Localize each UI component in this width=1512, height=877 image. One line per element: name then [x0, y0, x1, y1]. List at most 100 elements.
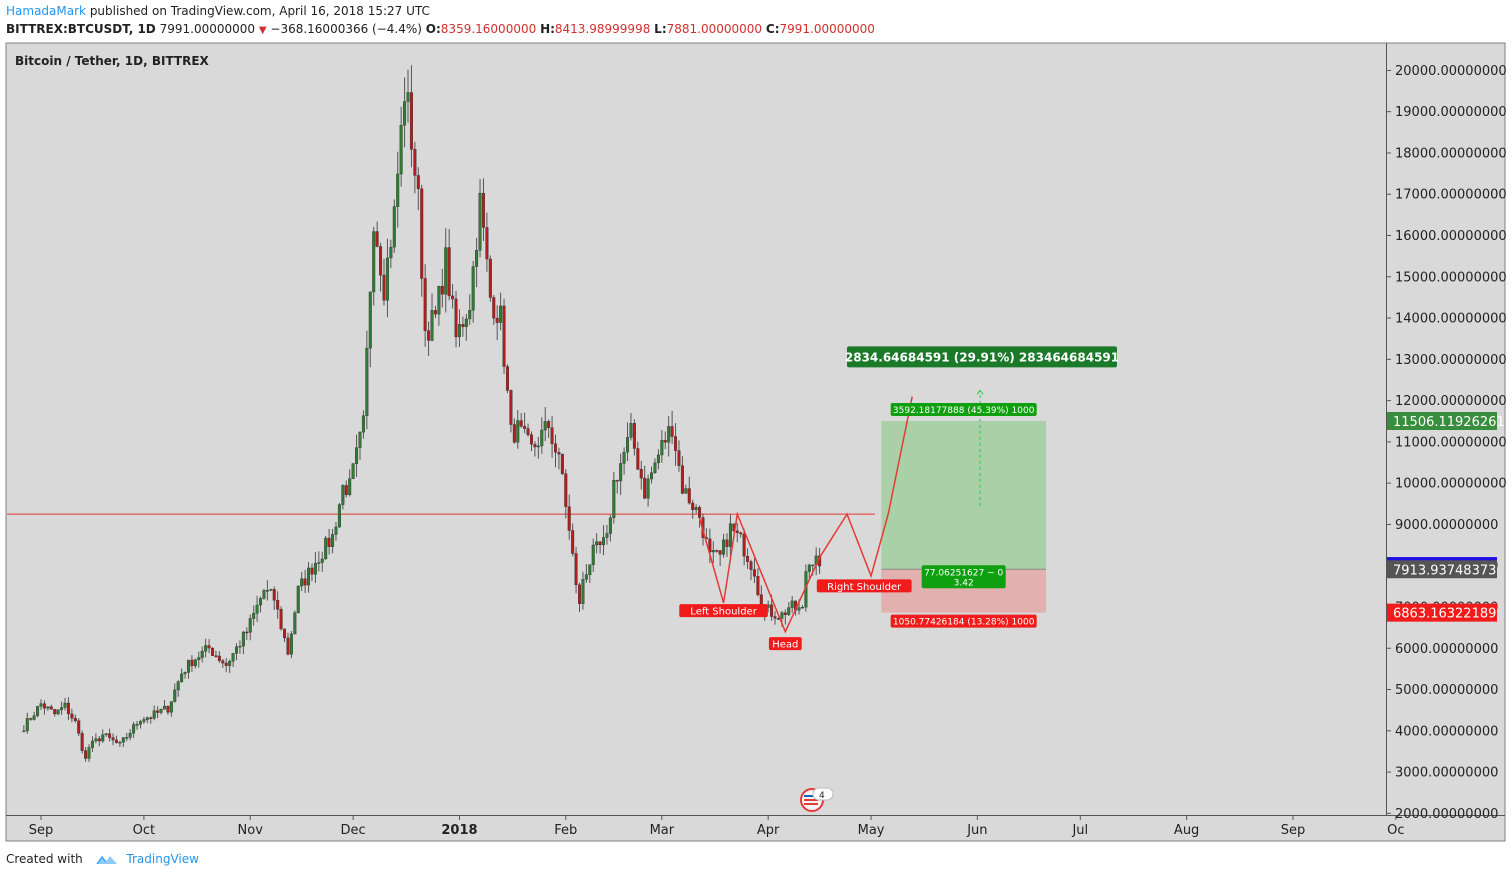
candle-body — [588, 564, 592, 575]
candle-body — [660, 440, 664, 456]
candle-body — [142, 719, 146, 722]
price-tick-label: 15000.00000000 — [1395, 270, 1507, 285]
candle-body — [478, 192, 482, 251]
candle-body — [317, 562, 321, 564]
candle-body — [53, 709, 57, 715]
candle-body — [526, 428, 530, 435]
candle-body — [756, 576, 760, 595]
candle-body — [533, 444, 537, 448]
candle-body — [29, 718, 33, 720]
candle-body — [337, 504, 341, 528]
time-tick-label: Sep — [1281, 823, 1306, 838]
candle-body — [430, 310, 434, 341]
candle-body — [135, 724, 139, 726]
time-tick-label: Feb — [554, 823, 577, 838]
candle-body — [536, 445, 540, 448]
event-count: 4 — [819, 791, 825, 801]
candle-body — [715, 550, 719, 552]
candle-body — [114, 739, 118, 743]
ratio-label-top: 77.06251627 ~ 0 — [924, 568, 1003, 578]
candle-body — [746, 556, 750, 562]
candle-body — [423, 278, 427, 331]
time-tick-label: Jun — [966, 823, 987, 838]
candle-body — [481, 192, 485, 228]
price-tick-label: 3000.00000000 — [1395, 766, 1498, 781]
candle-body — [224, 662, 228, 666]
footer: Created with TradingView — [6, 851, 199, 868]
candle-body — [327, 537, 331, 547]
candle-body — [543, 421, 547, 431]
candle-body — [111, 737, 115, 741]
time-tick-label: 2018 — [441, 823, 477, 838]
tradingview-link[interactable]: TradingView — [126, 852, 199, 866]
candle-body — [193, 659, 197, 667]
price-tick-label: 12000.00000000 — [1395, 394, 1507, 409]
candle-body — [739, 532, 743, 535]
pattern-annotations: Left Shoulder Head Right Shoulder 3592.1817… — [679, 346, 1119, 651]
candle-body — [807, 564, 811, 572]
candle-body — [348, 478, 352, 495]
low-value: 7881.00000000 — [666, 22, 763, 36]
flag-stripe — [804, 795, 818, 797]
candle-body — [598, 541, 602, 546]
candle-body — [279, 608, 283, 630]
annotation-box — [816, 579, 912, 593]
candle-body — [238, 645, 242, 648]
last-price: 7991.00000000 — [159, 22, 256, 36]
candle-body — [444, 247, 448, 295]
candle-body — [728, 523, 732, 547]
candle-body — [519, 420, 523, 427]
candle-body — [571, 530, 575, 554]
candle-body — [447, 247, 451, 297]
candle-body — [392, 206, 396, 248]
candle-body — [711, 550, 715, 553]
candle-body — [101, 734, 105, 742]
candle-body — [512, 424, 516, 443]
candle-body — [138, 721, 142, 725]
flag-stripe — [804, 803, 818, 805]
candle-body — [502, 305, 506, 367]
annotation-label: Right Shoulder — [827, 582, 902, 593]
symbol-interval[interactable]: BITTREX:BTCUSDT, 1D — [6, 22, 156, 36]
candle-body — [399, 124, 403, 175]
price-axis-label: 7913.93748373 — [1393, 563, 1496, 578]
candle-body — [39, 703, 43, 707]
candle-body — [228, 661, 232, 666]
price-axis-label: 11506.11926261 — [1393, 415, 1505, 430]
candle-body — [42, 703, 46, 709]
candle-body — [265, 590, 269, 592]
candle-body — [252, 613, 256, 619]
time-axis[interactable]: Sep Oct Nov Dec 2018 Feb Mar Apr May Jun Jul Aug Sep… — [29, 815, 1405, 838]
candle-body — [674, 436, 678, 451]
candle-body — [643, 477, 647, 499]
candle-body — [420, 188, 424, 279]
candle-body — [811, 564, 815, 567]
candle-body — [684, 488, 688, 494]
candle-body — [427, 330, 431, 341]
head-and-shoulders-path[interactable] — [698, 396, 913, 634]
author-link[interactable]: HamadaMark — [6, 4, 86, 18]
candle-body — [687, 488, 691, 504]
candle-body — [334, 526, 338, 535]
candle-body — [46, 706, 50, 709]
candle-body — [248, 618, 252, 633]
candle-body — [656, 454, 660, 464]
candle-body — [320, 558, 324, 563]
candle-body — [787, 607, 791, 615]
event-badge[interactable]: 4 — [800, 787, 834, 812]
candle-body — [358, 431, 362, 448]
time-tick-label: Apr — [757, 823, 780, 838]
time-tick-label: Oct — [133, 823, 155, 838]
candle-body — [550, 427, 554, 445]
candle-body — [403, 101, 407, 126]
candle-body — [90, 740, 94, 748]
candle-body — [492, 297, 496, 319]
price-tick-label: 20000.00000000 — [1395, 64, 1507, 79]
candle-body — [300, 578, 304, 587]
candle-body — [125, 737, 129, 739]
candle-body — [255, 604, 259, 614]
candle-body — [797, 607, 801, 611]
candle-body — [615, 479, 619, 482]
candle-body — [495, 317, 499, 323]
